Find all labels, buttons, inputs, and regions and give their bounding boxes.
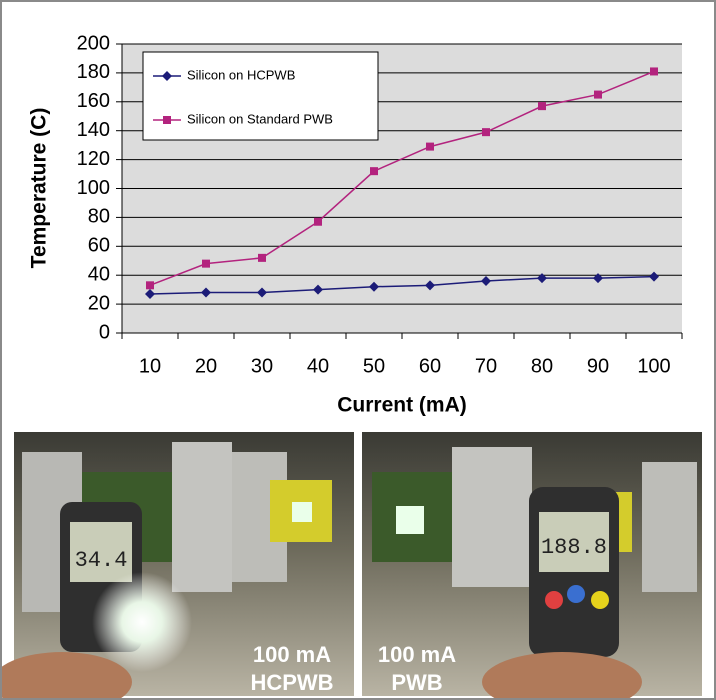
- heat-sink: [172, 442, 232, 592]
- photo-label: 100 mA: [378, 642, 456, 667]
- data-point: [482, 128, 490, 137]
- data-point: [650, 67, 658, 76]
- y-axis-title: Temperature (C): [28, 108, 51, 269]
- legend-marker: [162, 71, 172, 81]
- x-tick-label: 100: [637, 355, 670, 377]
- hand: [2, 652, 132, 698]
- data-point: [649, 271, 659, 282]
- x-tick-label: 10: [139, 355, 161, 377]
- x-tick-label: 20: [195, 355, 217, 377]
- led-array: [396, 506, 424, 534]
- x-axis-title: Current (mA): [337, 394, 467, 417]
- photo-label: PWB: [391, 670, 442, 695]
- y-tick-label: 40: [88, 263, 110, 285]
- y-tick-label: 60: [88, 235, 110, 257]
- x-tick-label: 50: [363, 355, 385, 377]
- data-point: [481, 275, 491, 286]
- y-tick-label: 0: [99, 321, 110, 343]
- x-tick-label: 60: [419, 355, 441, 377]
- data-point: [369, 281, 379, 292]
- meter-button: [591, 591, 609, 609]
- meter-screen: [70, 522, 132, 582]
- data-point: [426, 142, 434, 151]
- x-tick-label: 40: [307, 355, 329, 377]
- meter-screen: [539, 512, 609, 572]
- y-tick-label: 20: [88, 292, 110, 314]
- legend-box: [142, 51, 379, 141]
- led-array: [292, 502, 312, 522]
- data-point: [145, 288, 155, 299]
- x-tick-label: 30: [251, 355, 273, 377]
- y-tick-label: 120: [77, 148, 110, 170]
- meter-button: [545, 591, 563, 609]
- photo: [362, 432, 702, 698]
- data-point: [258, 253, 266, 262]
- led-glare: [92, 572, 192, 672]
- y-tick-label: 80: [88, 206, 110, 228]
- photo: [2, 432, 354, 698]
- legend-label: Silicon on HCPWB: [187, 67, 295, 82]
- heat-sink: [642, 462, 697, 592]
- data-point: [594, 90, 602, 99]
- x-tick-label: 90: [587, 355, 609, 377]
- series-line: [149, 275, 655, 295]
- y-tick-label: 200: [77, 32, 110, 54]
- heat-sink: [452, 447, 532, 587]
- x-tick-label: 80: [531, 355, 553, 377]
- legend-label: Silicon on Standard PWB: [187, 111, 333, 126]
- y-tick-label: 160: [77, 90, 110, 112]
- data-point: [146, 281, 154, 290]
- meter-button: [567, 585, 585, 603]
- data-point: [370, 167, 378, 176]
- data-point: [313, 284, 323, 295]
- data-point: [537, 273, 547, 284]
- y-tick-label: 140: [77, 119, 110, 141]
- data-point: [593, 273, 603, 284]
- series-line: [149, 70, 655, 287]
- data-point: [425, 280, 435, 291]
- legend-marker: [163, 116, 171, 124]
- x-tick-label: 70: [475, 355, 497, 377]
- hand: [482, 652, 642, 698]
- data-point: [201, 287, 211, 298]
- meter-reading: 188.8: [541, 535, 607, 560]
- y-tick-label: 180: [77, 61, 110, 83]
- photo-label: 100 mA: [253, 642, 331, 667]
- data-point: [538, 102, 546, 111]
- y-tick-label: 100: [77, 177, 110, 199]
- photo-label: HCPWB: [250, 670, 333, 695]
- data-point: [314, 217, 322, 226]
- data-point: [202, 259, 210, 268]
- data-point: [257, 287, 267, 298]
- meter-reading: 34.4: [75, 548, 128, 573]
